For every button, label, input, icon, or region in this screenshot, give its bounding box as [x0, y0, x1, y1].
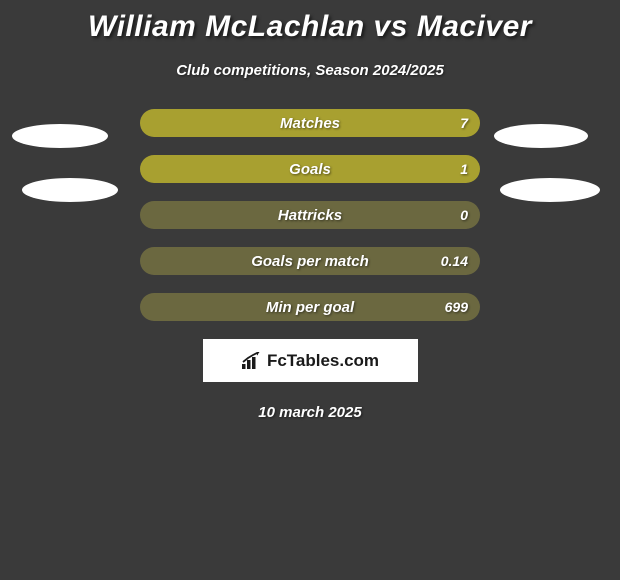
site-logo: FcTables.com: [203, 339, 418, 382]
stat-row: Goals per match 0.14: [0, 247, 620, 275]
stat-row: Min per goal 699: [0, 293, 620, 321]
logo-label: FcTables.com: [267, 351, 379, 371]
stat-value: 699: [445, 299, 468, 315]
stat-label: Min per goal: [266, 299, 354, 316]
stat-value: 0: [460, 207, 468, 223]
stat-label: Matches: [280, 115, 340, 132]
stat-value: 7: [460, 115, 468, 131]
season-subtitle: Club competitions, Season 2024/2025: [0, 62, 620, 79]
logo-text: FcTables.com: [241, 351, 379, 371]
stat-value: 0.14: [441, 253, 468, 269]
stat-bar: Hattricks 0: [140, 201, 480, 229]
stat-label: Hattricks: [278, 207, 342, 224]
stat-row: Hattricks 0: [0, 201, 620, 229]
stat-bar: Min per goal 699: [140, 293, 480, 321]
stat-label: Goals per match: [251, 253, 369, 270]
update-date: 10 march 2025: [0, 404, 620, 421]
stat-value: 1: [460, 161, 468, 177]
stat-label: Goals: [289, 161, 331, 178]
stat-bar: Matches 7: [140, 109, 480, 137]
chart-icon: [241, 352, 263, 370]
stat-bar: Goals 1: [140, 155, 480, 183]
stat-row: Matches 7: [0, 109, 620, 137]
stat-row: Goals 1: [0, 155, 620, 183]
comparison-title: William McLachlan vs Maciver: [0, 0, 620, 44]
stat-bar: Goals per match 0.14: [140, 247, 480, 275]
